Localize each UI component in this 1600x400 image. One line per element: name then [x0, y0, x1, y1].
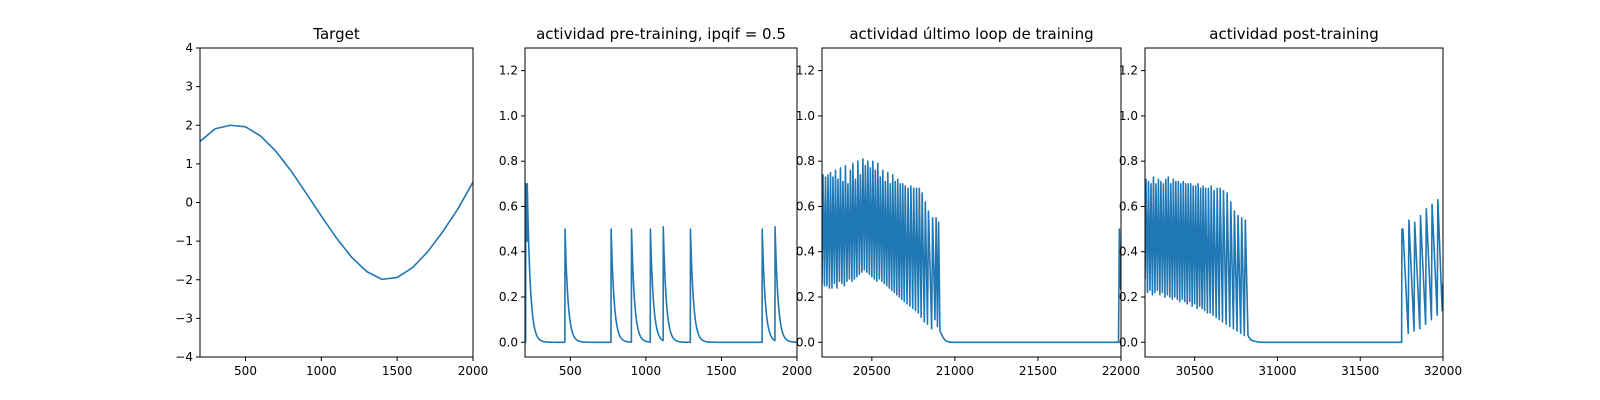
x-tick-label: 1000 — [306, 364, 337, 378]
y-tick-label: 0.0 — [796, 335, 815, 349]
x-tick-label: 20500 — [853, 364, 891, 378]
y-tick-label: 0.0 — [499, 335, 518, 349]
axes-frame — [1144, 47, 1444, 358]
x-tick-label: 31500 — [1341, 364, 1379, 378]
y-tick-label: 1.2 — [499, 64, 518, 78]
chart-title: actividad post-training — [1209, 25, 1378, 43]
series-line — [525, 183, 797, 344]
chart-title: actividad pre-training, ipqif = 0.5 — [536, 25, 786, 43]
x-tick-label: 1500 — [706, 364, 737, 378]
y-tick-label: 3 — [185, 80, 193, 94]
series-line — [200, 124, 473, 281]
y-tick-label: 4 — [185, 41, 193, 55]
y-tick-label: 0.8 — [1119, 154, 1138, 168]
y-tick-label: 0.8 — [499, 154, 518, 168]
y-tick-label: −4 — [175, 350, 193, 364]
y-tick-label: 0 — [185, 196, 193, 210]
y-tick-label: 0.4 — [796, 245, 815, 259]
y-tick-label: 0.4 — [1119, 245, 1138, 259]
x-tick-label: 22000 — [1102, 364, 1140, 378]
chart-panel-2: 500 1000 1500 2000 0.0 0.2 0.4 0.6 0.8 1.0 1.2 acti… — [499, 25, 812, 378]
chart-title: Target — [312, 25, 360, 43]
y-tick-label: 0.2 — [796, 290, 815, 304]
y-tick-label: 1.0 — [796, 109, 815, 123]
y-tick-label: 0.2 — [1119, 290, 1138, 304]
chart-title: actividad último loop de training — [849, 25, 1093, 43]
y-tick-label: 1 — [185, 157, 193, 171]
y-tick-label: 2 — [185, 118, 193, 132]
x-tick-label: 32000 — [1424, 364, 1462, 378]
y-tick-label: 0.2 — [499, 290, 518, 304]
axes-frame — [524, 47, 798, 358]
y-tick-label: 1.2 — [1119, 64, 1138, 78]
x-tick-label: 21000 — [936, 364, 974, 378]
y-tick-label: 0.8 — [796, 154, 815, 168]
y-tick-label: 1.0 — [499, 109, 518, 123]
axes-frame — [821, 47, 1122, 358]
y-tick-label: 0.6 — [1119, 199, 1138, 213]
y-tick-label: 0.6 — [499, 199, 518, 213]
series-line — [1145, 176, 1443, 344]
y-tick-label: 0.6 — [796, 199, 815, 213]
y-tick-label: −1 — [175, 234, 193, 248]
x-tick-label: 21500 — [1019, 364, 1057, 378]
y-tick-label: 1.2 — [796, 64, 815, 78]
y-tick-label: 1.0 — [1119, 109, 1138, 123]
chart-panel-4: 30500 31000 31500 32000 0.0 0.2 0.4 0.6 0.8 1.0 1.… — [1119, 25, 1462, 378]
y-tick-label: 0.4 — [499, 245, 518, 259]
x-tick-label: 500 — [234, 364, 257, 378]
series-line — [822, 158, 1121, 344]
chart-panel-1: 500 1000 1500 2000 −4 −3 −2 −1 0 1 2 3 4 Target — [175, 25, 488, 378]
x-tick-label: 1500 — [382, 364, 413, 378]
y-tick-label: −2 — [175, 273, 193, 287]
x-tick-label: 2000 — [782, 364, 813, 378]
x-tick-label: 500 — [559, 364, 582, 378]
x-tick-label: 31000 — [1258, 364, 1296, 378]
chart-panel-3: 20500 21000 21500 22000 0.0 0.2 0.4 0.6 0.8 1.0 1.… — [796, 25, 1140, 378]
y-tick-label: 0.0 — [1119, 335, 1138, 349]
y-tick-label: −3 — [175, 311, 193, 325]
x-tick-label: 2000 — [458, 364, 489, 378]
x-tick-label: 30500 — [1176, 364, 1214, 378]
x-tick-label: 1000 — [631, 364, 662, 378]
